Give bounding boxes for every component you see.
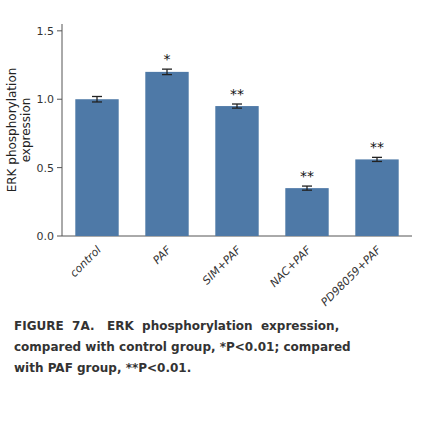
bar	[355, 159, 398, 236]
y-tick-label: 0.5	[37, 162, 55, 175]
error-cap	[92, 96, 102, 97]
error-cap	[372, 161, 382, 162]
y-tick	[57, 99, 62, 100]
annotation: **	[230, 86, 244, 102]
chart: 0.00.51.01.5*******controlPAFSIM+PAFNAC+…	[0, 0, 425, 424]
bar	[145, 72, 188, 236]
error-cap	[302, 185, 312, 186]
error-stem	[166, 69, 167, 74]
bar	[75, 99, 118, 236]
caption: with PAF group, **P<0.01.	[14, 361, 191, 375]
error-cap	[162, 68, 172, 69]
y-tick	[57, 236, 62, 237]
error-cap	[92, 101, 102, 102]
y-tick	[57, 167, 62, 168]
x-tick-label: NAC+PAF	[267, 243, 314, 290]
error-cap	[162, 74, 172, 75]
annotation: *	[164, 51, 171, 67]
y-tick-label: 1.5	[37, 25, 55, 38]
x-tick-label: SIM+PAF	[200, 243, 244, 287]
error-bar	[162, 69, 172, 74]
caption: compared with control group, *P<0.01; co…	[14, 340, 351, 354]
error-bar	[232, 104, 242, 108]
error-cap	[372, 157, 382, 158]
error-bar	[302, 186, 312, 190]
y-tick	[57, 30, 62, 31]
y-axis-label-line: expression	[19, 98, 33, 163]
error-cap	[232, 107, 242, 108]
bars	[75, 69, 398, 236]
caption: FIGURE 7A. ERK phosphorylation expressio…	[14, 319, 339, 333]
bar	[285, 188, 328, 236]
y-axis-label-line: ERK phosphorylation	[5, 68, 19, 193]
error-bar	[92, 96, 102, 101]
annotation: **	[300, 168, 314, 184]
error-bar	[372, 157, 382, 161]
y-tick-label: 0.0	[37, 230, 55, 243]
error-cap	[232, 103, 242, 104]
y-tick-label: 1.0	[37, 93, 55, 106]
error-stem	[96, 96, 97, 101]
bar	[215, 106, 258, 236]
annotation: **	[370, 139, 384, 155]
y-axis-label: ERK phosphorylationexpression	[5, 68, 33, 193]
x-tick-label: PAF	[150, 243, 174, 267]
y-axis	[62, 24, 63, 236]
x-tick-label: PD98059+PAF	[319, 243, 385, 309]
error-cap	[302, 190, 312, 191]
x-tick-label: control	[67, 244, 103, 280]
